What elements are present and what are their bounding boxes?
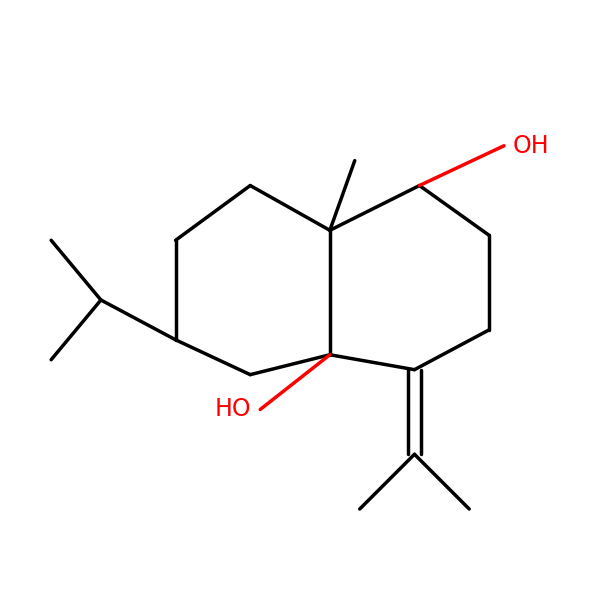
Text: OH: OH (513, 134, 550, 158)
Text: HO: HO (215, 397, 251, 421)
